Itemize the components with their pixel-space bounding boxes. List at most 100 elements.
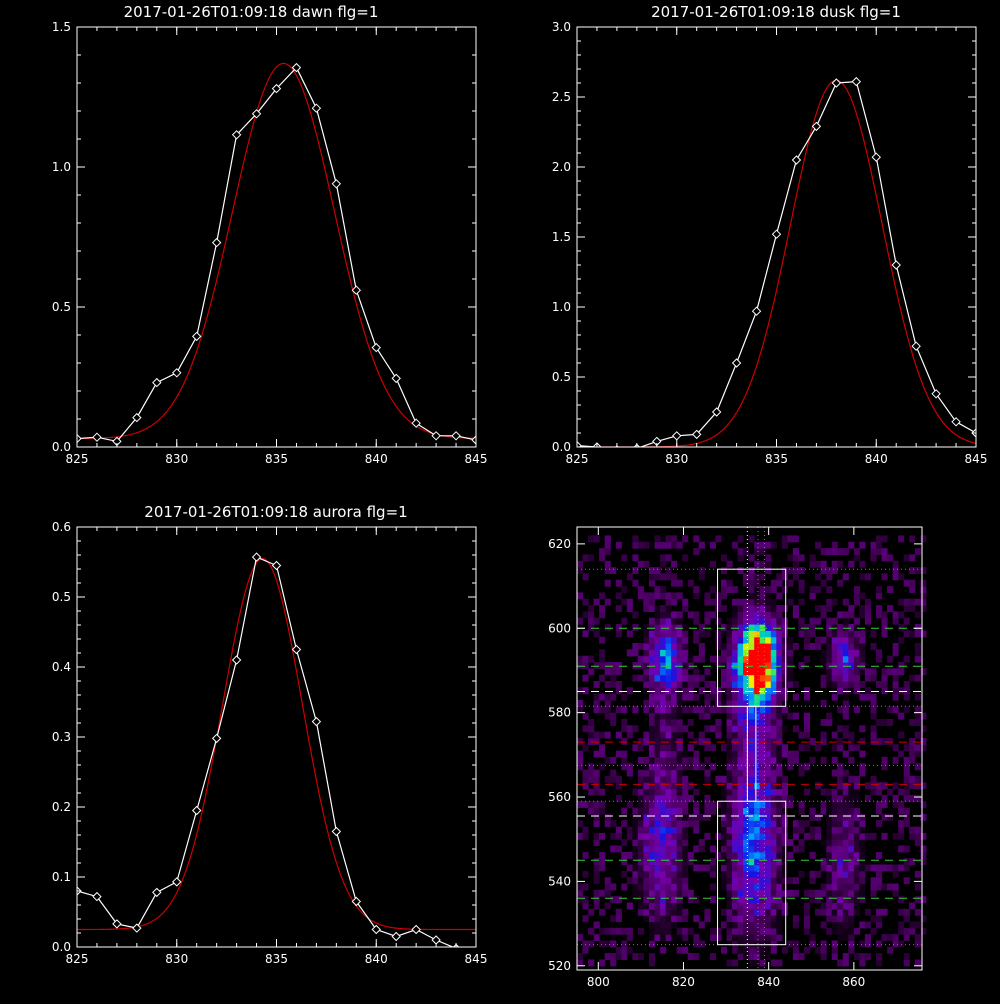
heatmap-pixel [898,573,905,581]
heatmap-pixel [604,813,611,821]
heatmap-pixel [787,668,794,676]
heatmap-pixel [582,851,589,859]
heatmap-pixel [765,845,772,853]
heatmap-pixel [909,832,916,840]
heatmap-pixel [643,832,650,840]
heatmap-pixel [654,927,661,935]
heatmap-pixel [649,731,656,739]
heatmap-pixel [765,915,772,923]
heatmap-pixel [831,826,838,834]
heatmap-pixel [665,775,672,783]
heatmap-pixel [859,877,866,885]
heatmap-pixel [709,586,716,593]
heatmap-pixel [671,807,678,815]
heatmap-pixel [748,801,755,809]
heatmap-pixel [726,801,733,809]
heatmap-pixel [776,763,783,771]
heatmap-pixel [743,845,750,853]
heatmap-pixel [826,839,833,847]
heatmap-pixel [726,794,733,802]
heatmap-pixel [732,700,739,707]
heatmap-pixel [726,579,733,587]
heatmap-pixel [682,889,689,897]
heatmap-pixel [593,769,600,777]
data-point [311,103,322,113]
heatmap-pixel [826,832,833,840]
heatmap-pixel [726,738,733,745]
heatmap-pixel [759,643,766,650]
heatmap-pixel [649,624,656,631]
heatmap-pixel [604,775,611,783]
heatmap-pixel [676,668,683,676]
heatmap-pixel [776,611,783,619]
heatmap-pixel [732,611,739,619]
heatmap-pixel [914,921,921,929]
heatmap-pixel [876,883,883,891]
heatmap-pixel [776,744,783,752]
heatmap-pixel [792,605,799,612]
heatmap-pixel [909,775,916,783]
heatmap-pixel [765,674,772,682]
heatmap-pixel [682,788,689,796]
heatmap-pixel [737,636,744,644]
heatmap-pixel [853,877,860,885]
heatmap-pixel [909,567,916,574]
y-tick-label: 600 [548,621,571,635]
heatmap-pixel [643,845,650,853]
heatmap-pixel [615,731,622,739]
heatmap-pixel [715,655,722,663]
heatmap-pixel [770,775,777,783]
heatmap-pixel [815,643,822,650]
heatmap-pixel [743,953,750,960]
heatmap-pixel [737,712,744,720]
heatmap-pixel [781,706,788,714]
heatmap-pixel [726,731,733,739]
heatmap-pixel [759,750,766,758]
heatmap-pixel [787,681,794,688]
heatmap-pixel [876,921,883,929]
data-point [92,432,102,442]
heatmap-pixel [853,839,860,847]
heatmap-pixel [737,731,744,739]
plot-frame [576,526,923,971]
heatmap-pixel [909,579,916,587]
heatmap-pixel [881,934,888,941]
heatmap-pixel [826,567,833,574]
heatmap-pixel [837,826,844,834]
heatmap-pixel [649,801,656,809]
y-tick-label: 1.5 [52,20,71,34]
heatmap-pixel [798,769,805,777]
heatmap-pixel [682,813,689,821]
heatmap-pixel [809,940,816,948]
heatmap-pixel [820,719,827,726]
heatmap-pixel [765,769,772,777]
heatmap-pixel [792,693,799,701]
heatmap-pixels [577,535,927,967]
heatmap-pixel [770,738,777,745]
heatmap-pixel [876,864,883,872]
heatmap-pixel [903,693,910,701]
heatmap-pixel [593,681,600,688]
heatmap-pixel [748,630,755,638]
heatmap-pixel [582,801,589,809]
heatmap-pixel [637,586,644,593]
heatmap-pixel [770,655,777,663]
heatmap-pixel [820,548,827,555]
heatmap-pixel [842,788,849,796]
y-tick-label: 560 [548,790,571,804]
heatmap-pixel [649,725,656,733]
heatmap-pixel [842,693,849,701]
heatmap-pixel [732,541,739,549]
data-point [811,121,822,132]
heatmap-pixel [610,674,617,682]
heatmap-pixel [781,712,788,720]
heatmap-pixel [726,775,733,783]
heatmap-pixel [676,636,683,644]
heatmap-pixel [654,908,661,916]
heatmap-pixel [770,927,777,935]
heatmap-pixel [820,662,827,669]
heatmap-pixel [676,681,683,688]
heatmap-pixel [837,624,844,631]
heatmap-pixel [726,820,733,828]
heatmap-pixel [787,643,794,650]
